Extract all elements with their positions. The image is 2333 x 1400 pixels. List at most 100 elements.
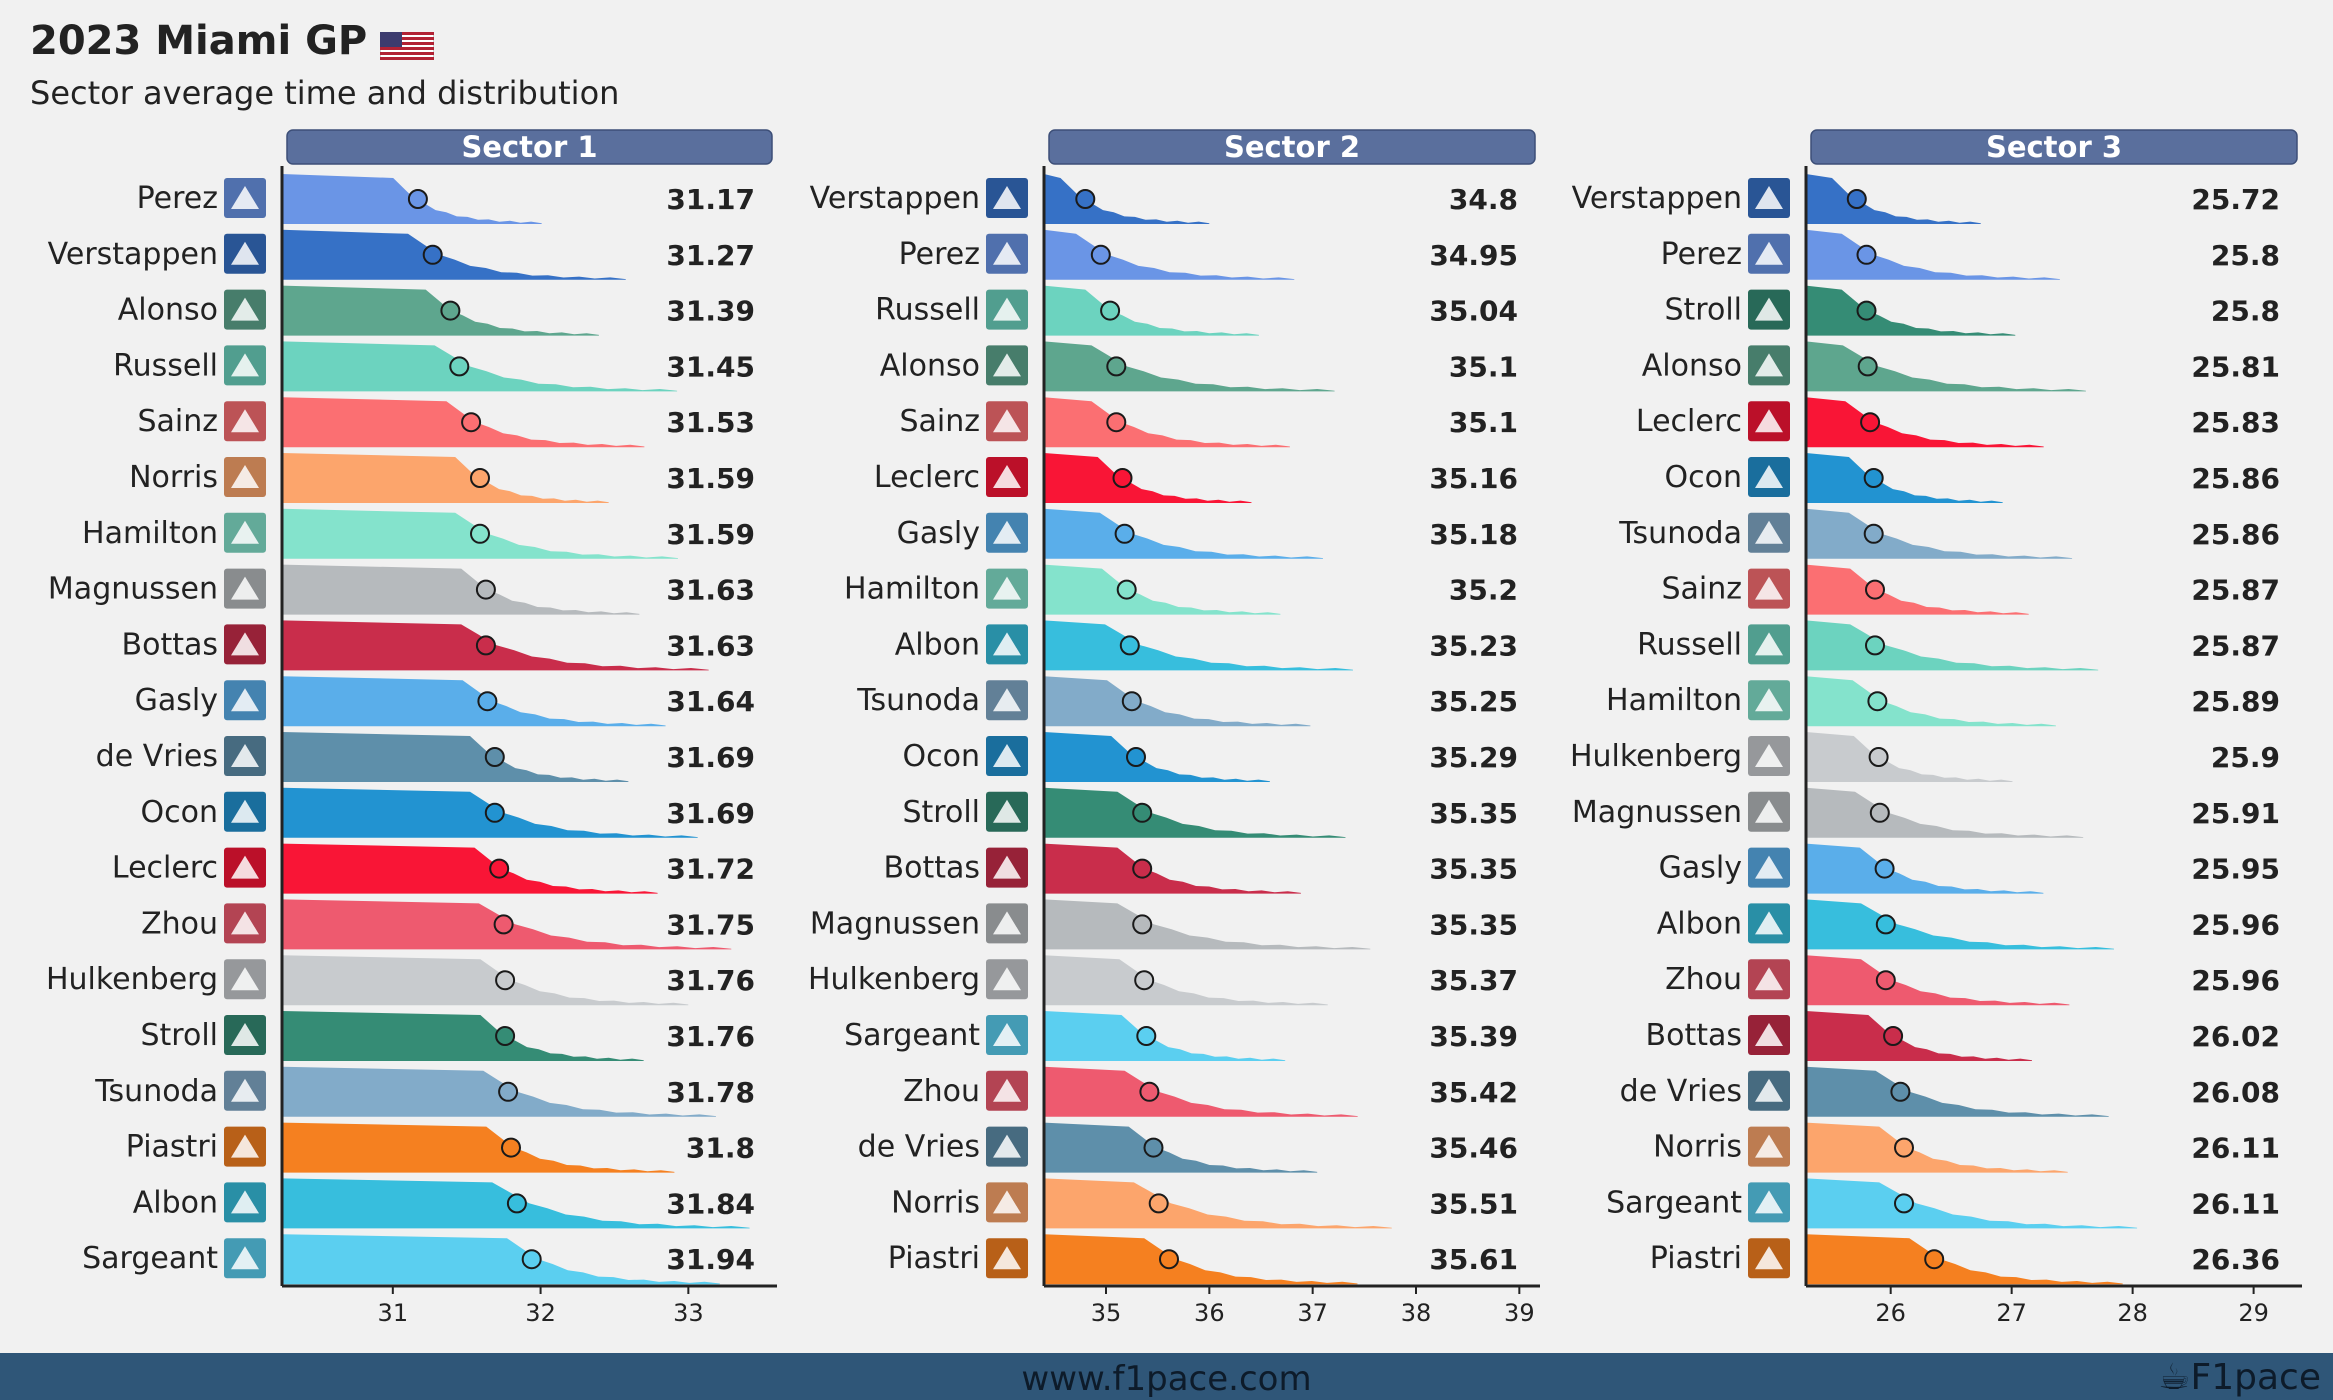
team-logo-glyph <box>993 520 1021 544</box>
distribution-area <box>1806 899 2114 950</box>
footer-url[interactable]: www.f1pace.com <box>1021 1359 1312 1399</box>
cup-icon: ☕ <box>2158 1357 2191 1398</box>
average-value-label: 31.63 <box>666 629 755 662</box>
driver-name-label: Hamilton <box>82 516 218 551</box>
distribution-area <box>1806 397 2044 448</box>
driver-row: 26.36 Piastri <box>1650 1234 2280 1285</box>
footer-bar: www.f1pace.com ☕F1pace <box>0 1353 2333 1400</box>
team-logo-glyph <box>1755 520 1783 544</box>
distribution-area <box>1044 787 1346 838</box>
average-value-label: 26.02 <box>2191 1020 2280 1053</box>
driver-row: 25.89 Hamilton <box>1606 676 2280 727</box>
average-value-label: 35.1 <box>1449 350 1518 383</box>
driver-name-label: Albon <box>1657 906 1742 941</box>
distribution-area <box>1044 341 1335 392</box>
driver-row: 35.51 Norris <box>891 1178 1518 1229</box>
x-tick-label: 29 <box>2238 1299 2269 1327</box>
distribution-area <box>282 229 626 280</box>
average-marker <box>495 1026 516 1046</box>
average-value-label: 31.84 <box>666 1187 755 1220</box>
driver-name-label: Norris <box>1653 1130 1742 1165</box>
average-value-label: 31.78 <box>666 1076 755 1109</box>
driver-name-label: Sargeant <box>1606 1185 1742 1220</box>
driver-name-label: Leclerc <box>1636 404 1742 439</box>
average-marker <box>461 412 482 433</box>
driver-row: 31.76 Stroll <box>140 1011 755 1061</box>
team-logo-glyph <box>993 799 1021 823</box>
distribution-area <box>282 1234 720 1285</box>
distribution-area <box>282 843 658 894</box>
average-value-label: 25.89 <box>2191 685 2280 718</box>
average-value-label: 31.59 <box>666 518 755 551</box>
driver-name-label: Magnussen <box>810 906 980 941</box>
driver-row: 34.8 Verstappen <box>810 174 1518 224</box>
x-tick-label: 37 <box>1297 1299 1328 1327</box>
driver-name-label: Piastri <box>1650 1241 1742 1276</box>
team-logo-glyph <box>231 1246 259 1270</box>
average-value-label: 35.35 <box>1429 853 1518 886</box>
team-logo-glyph <box>1755 409 1783 433</box>
average-marker <box>495 970 516 991</box>
x-tick-label: 31 <box>378 1299 409 1327</box>
average-marker <box>498 1081 519 1102</box>
average-marker <box>449 356 470 377</box>
average-value-label: 25.87 <box>2191 629 2280 662</box>
average-marker <box>407 189 428 209</box>
average-marker <box>1860 412 1881 433</box>
driver-row: 31.76 Hulkenberg <box>46 955 755 1006</box>
driver-row: 35.42 Zhou <box>903 1066 1518 1117</box>
driver-row: 25.96 Albon <box>1657 899 2280 950</box>
distribution-area <box>1044 676 1311 727</box>
average-value-label: 35.61 <box>1429 1243 1518 1276</box>
average-marker <box>475 635 496 656</box>
average-value-label: 26.36 <box>2191 1243 2280 1276</box>
x-tick-label: 28 <box>2117 1299 2148 1327</box>
driver-row: 26.11 Sargeant <box>1606 1178 2280 1229</box>
average-value-label: 25.91 <box>2191 797 2280 830</box>
driver-name-label: Magnussen <box>1572 795 1742 830</box>
driver-name-label: Gasly <box>897 516 980 551</box>
driver-row: 35.04 Russell <box>875 285 1518 336</box>
driver-row: 35.35 Bottas <box>884 843 1518 894</box>
average-marker <box>1090 244 1111 265</box>
team-logo-glyph <box>1755 353 1783 377</box>
driver-row: 35.37 Hulkenberg <box>808 955 1518 1006</box>
x-tick-label: 27 <box>1996 1299 2027 1327</box>
average-marker <box>1075 189 1096 209</box>
driver-name-label: Magnussen <box>48 572 218 607</box>
average-value-label: 26.11 <box>2191 1187 2280 1220</box>
average-marker <box>1883 1026 1904 1046</box>
average-marker <box>501 1137 521 1158</box>
team-logo-glyph <box>231 744 259 767</box>
average-value-label: 31.59 <box>666 462 755 495</box>
team-logo-glyph <box>231 632 259 656</box>
sector-panel-2: Sector 2 34.8 Verstappen 34.95 Perez 35.04 Rus… <box>808 129 1540 1327</box>
driver-row: 25.8 Stroll <box>1664 285 2280 336</box>
sector-title: Sector 2 <box>1224 130 1360 164</box>
average-marker <box>1100 300 1121 321</box>
team-logo-glyph <box>993 1078 1021 1102</box>
average-value-label: 31.69 <box>666 741 755 774</box>
team-logo-glyph <box>1755 911 1783 935</box>
chart-title: 2023 Miami GP <box>30 18 368 64</box>
average-marker <box>1106 356 1127 377</box>
distribution-area <box>282 341 678 392</box>
team-logo-glyph <box>231 520 259 544</box>
team-logo-glyph <box>1755 1190 1783 1214</box>
average-value-label: 31.8 <box>686 1132 755 1165</box>
driver-row: 31.72 Leclerc <box>112 843 755 894</box>
driver-row: 35.18 Gasly <box>897 508 1518 559</box>
driver-row: 31.27 Verstappen <box>48 229 755 280</box>
average-value-label: 31.17 <box>666 183 755 216</box>
driver-row: 35.35 Magnussen <box>810 899 1518 950</box>
average-marker <box>1143 1137 1164 1158</box>
driver-name-label: Tsunoda <box>856 683 980 718</box>
driver-name-label: Albon <box>133 1185 218 1220</box>
driver-name-label: Gasly <box>135 683 218 718</box>
driver-name-label: Bottas <box>1646 1018 1742 1053</box>
average-value-label: 35.2 <box>1449 574 1518 607</box>
team-logo-glyph <box>231 186 259 209</box>
sector-header-badge <box>1048 129 1536 165</box>
team-logo-glyph <box>993 632 1021 656</box>
average-marker <box>484 747 505 767</box>
